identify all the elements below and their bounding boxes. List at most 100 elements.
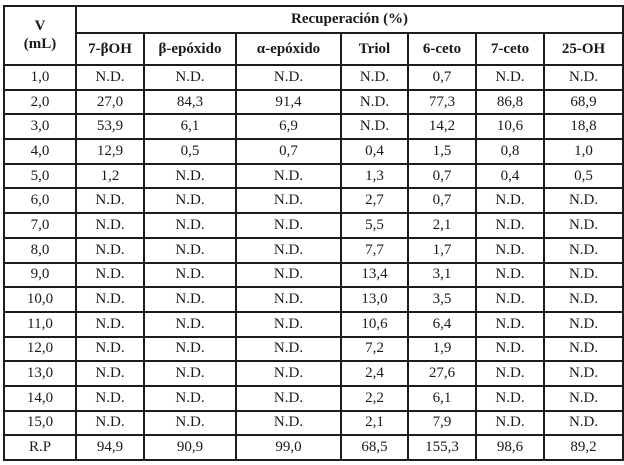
cell: N.D. <box>542 360 624 387</box>
cell: 84,3 <box>143 88 237 116</box>
column-header-0: 7-βOH <box>75 32 145 66</box>
row-label: 6,0 <box>3 187 77 215</box>
cell: N.D. <box>475 212 545 239</box>
group-header-cell: Recuperación (%) <box>74 5 624 34</box>
cell: 53,9 <box>75 113 145 141</box>
row-label: 5,0 <box>3 162 77 190</box>
cell: N.D. <box>542 384 624 412</box>
corner-header-line2: (mL) <box>23 35 57 52</box>
cell: N.D. <box>143 187 237 215</box>
cell: N.D. <box>75 310 145 338</box>
cell: 77,3 <box>407 88 477 116</box>
cell: N.D. <box>143 64 237 91</box>
row-label: 12,0 <box>3 335 77 363</box>
cell: N.D. <box>475 360 545 387</box>
column-header-6: 25-OH <box>542 32 624 66</box>
row-label: 15,0 <box>3 409 77 437</box>
cell: N.D. <box>75 384 145 412</box>
cell: N.D. <box>475 64 545 91</box>
table-row: 4,0 12,9 0,5 0,7 0,4 1,5 0,8 1,0 <box>3 138 624 165</box>
cell: 0,5 <box>143 138 237 165</box>
cell: 5,5 <box>340 212 409 239</box>
cell: N.D. <box>235 286 342 313</box>
cell: 6,1 <box>407 384 477 412</box>
cell: N.D. <box>143 310 237 338</box>
corner-header-cell: V (mL) <box>3 5 77 66</box>
row-label: 3,0 <box>3 113 77 141</box>
cell: 3,1 <box>407 261 477 289</box>
cell: N.D. <box>143 212 237 239</box>
table-row: 7,0 N.D. N.D. N.D. 5,5 2,1 N.D. N.D. <box>3 212 624 239</box>
cell: N.D. <box>340 113 409 141</box>
cell: 68,9 <box>542 88 624 116</box>
column-header-1: β-epóxido <box>143 32 237 66</box>
table-row: R.P 94,9 90,9 99,0 68,5 155,3 98,6 89,2 <box>3 434 624 461</box>
cell: 155,3 <box>407 434 477 461</box>
cell: N.D. <box>143 384 237 412</box>
cell: N.D. <box>542 310 624 338</box>
table-row: 1,0 N.D. N.D. N.D. N.D. 0,7 N.D. N.D. <box>3 64 624 91</box>
cell: 1,7 <box>407 236 477 264</box>
cell: 10,6 <box>475 113 545 141</box>
cell: N.D. <box>235 335 342 363</box>
cell: N.D. <box>143 286 237 313</box>
cell: N.D. <box>475 286 545 313</box>
cell: N.D. <box>542 261 624 289</box>
cell: N.D. <box>542 409 624 437</box>
cell: N.D. <box>475 236 545 264</box>
cell: N.D. <box>542 64 624 91</box>
cell: N.D. <box>75 212 145 239</box>
cell: N.D. <box>235 360 342 387</box>
cell: 2,1 <box>407 212 477 239</box>
cell: 0,8 <box>475 138 545 165</box>
row-label: 9,0 <box>3 261 77 289</box>
cell: 3,5 <box>407 286 477 313</box>
cell: N.D. <box>143 409 237 437</box>
cell: 13,0 <box>340 286 409 313</box>
cell: 7,2 <box>340 335 409 363</box>
cell: N.D. <box>542 187 624 215</box>
group-header-row: V (mL) Recuperación (%) <box>3 5 624 66</box>
cell: 1,0 <box>542 138 624 165</box>
table-row: 3,0 53,9 6,1 6,9 N.D. 14,2 10,6 18,8 <box>3 113 624 141</box>
cell: 6,9 <box>235 113 342 141</box>
cell: 94,9 <box>75 434 145 461</box>
cell: N.D. <box>235 384 342 412</box>
column-header-row: 7-βOH β-epóxido α-epóxido Triol 6-ceto 7-ceto… <box>4 32 624 66</box>
cell: 98,6 <box>475 434 545 461</box>
cell: N.D. <box>475 187 545 215</box>
cell: N.D. <box>143 335 237 363</box>
cell: 7,7 <box>340 236 409 264</box>
corner-header-line1: V <box>34 18 46 35</box>
cell: N.D. <box>75 261 145 289</box>
cell: N.D. <box>475 335 545 363</box>
cell: N.D. <box>75 335 145 363</box>
cell: 1,3 <box>340 162 409 190</box>
cell: N.D. <box>475 384 545 412</box>
cell: 0,7 <box>407 162 477 190</box>
cell: 2,4 <box>340 360 409 387</box>
cell: N.D. <box>542 286 624 313</box>
cell: N.D. <box>143 261 237 289</box>
column-header-2: α-epóxido <box>235 32 342 66</box>
row-label: 1,0 <box>3 64 77 91</box>
table-head: V (mL) Recuperación (%) 7-βOH β-epóxido α-… <box>3 5 624 66</box>
cell: N.D. <box>542 236 624 264</box>
table-row: 9,0 N.D. N.D. N.D. 13,4 3,1 N.D. N.D. <box>3 261 624 289</box>
cell: 0,4 <box>475 162 545 190</box>
cell: 1,9 <box>407 335 477 363</box>
cell: 90,9 <box>143 434 237 461</box>
column-header-3: Triol <box>340 32 409 66</box>
cell: 0,4 <box>340 138 409 165</box>
table-row: 10,0 N.D. N.D. N.D. 13,0 3,5 N.D. N.D. <box>3 286 624 313</box>
row-label: 14,0 <box>3 384 77 412</box>
column-header-4: 6-ceto <box>407 32 477 66</box>
cell: N.D. <box>542 212 624 239</box>
table-row: 2,0 27,0 84,3 91,4 N.D. 77,3 86,8 68,9 <box>3 88 624 116</box>
cell: 14,2 <box>407 113 477 141</box>
cell: 12,9 <box>75 138 145 165</box>
row-label: 11,0 <box>3 310 77 338</box>
table-body: 1,0 N.D. N.D. N.D. N.D. 0,7 N.D. N.D. 2,0 27,0 84,… <box>3 64 624 461</box>
cell: 2,2 <box>340 384 409 412</box>
